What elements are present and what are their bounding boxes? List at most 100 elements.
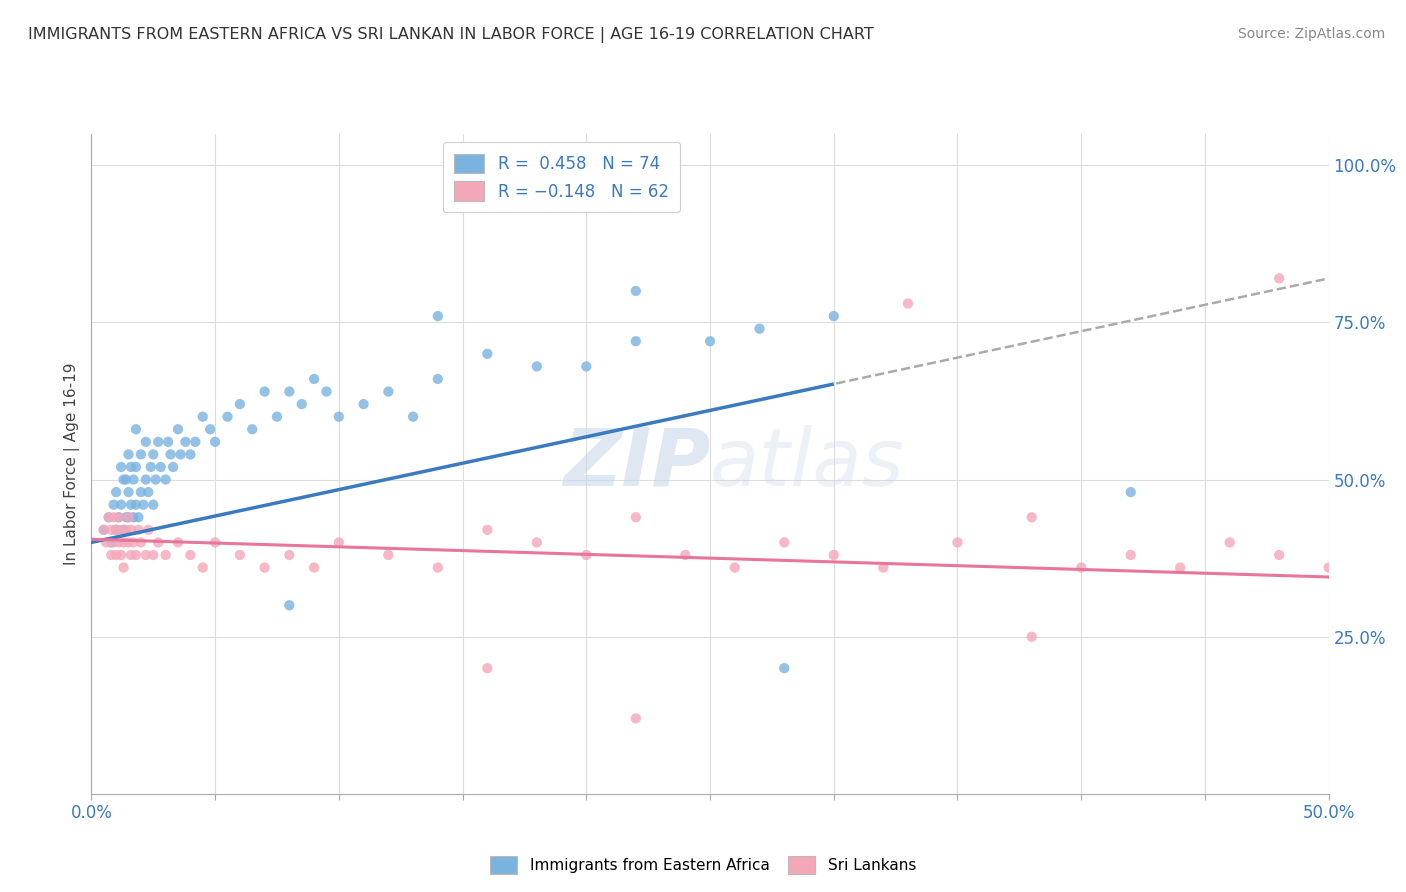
Point — [105, 523, 128, 537]
Point — [155, 473, 177, 487]
Point — [773, 535, 796, 549]
Text: atlas: atlas — [710, 425, 905, 503]
Point — [125, 498, 148, 512]
Point — [125, 460, 148, 475]
Point — [139, 460, 162, 475]
Point — [110, 498, 132, 512]
Point — [148, 535, 170, 549]
Point — [142, 447, 165, 461]
Point — [724, 560, 747, 574]
Point — [897, 296, 920, 310]
Point — [872, 560, 894, 574]
Point — [103, 535, 125, 549]
Point — [477, 523, 499, 537]
Point — [217, 409, 239, 424]
Point — [278, 384, 301, 399]
Point — [115, 510, 138, 524]
Point — [204, 434, 226, 449]
Point — [105, 485, 128, 500]
Point — [328, 409, 350, 424]
Point — [120, 498, 142, 512]
Point — [100, 548, 122, 562]
Point — [426, 372, 449, 386]
Point — [107, 510, 129, 524]
Point — [624, 284, 647, 298]
Point — [125, 548, 148, 562]
Point — [117, 510, 139, 524]
Point — [162, 460, 184, 475]
Point — [122, 510, 145, 524]
Point — [823, 548, 845, 562]
Point — [122, 535, 145, 549]
Point — [278, 548, 301, 562]
Point — [129, 535, 152, 549]
Point — [96, 535, 118, 549]
Point — [136, 485, 159, 500]
Point — [120, 523, 142, 537]
Point — [136, 523, 159, 537]
Point — [229, 548, 252, 562]
Point — [135, 548, 157, 562]
Point — [120, 460, 142, 475]
Point — [1219, 535, 1241, 549]
Point — [946, 535, 969, 549]
Point — [526, 359, 548, 374]
Point — [240, 422, 263, 436]
Point — [673, 548, 696, 562]
Point — [1268, 271, 1291, 285]
Point — [115, 473, 138, 487]
Point — [353, 397, 375, 411]
Point — [1021, 630, 1043, 644]
Point — [624, 334, 647, 349]
Point — [1119, 485, 1142, 500]
Point — [174, 434, 197, 449]
Point — [253, 384, 276, 399]
Point — [103, 510, 125, 524]
Point — [426, 309, 449, 323]
Point — [117, 447, 139, 461]
Point — [105, 548, 128, 562]
Point — [112, 560, 135, 574]
Point — [142, 548, 165, 562]
Point — [699, 334, 721, 349]
Point — [117, 510, 139, 524]
Point — [302, 372, 325, 386]
Point — [624, 711, 647, 725]
Point — [107, 510, 129, 524]
Point — [377, 548, 399, 562]
Point — [100, 535, 122, 549]
Point — [575, 359, 598, 374]
Point — [179, 548, 201, 562]
Point — [229, 397, 252, 411]
Point — [100, 523, 122, 537]
Point — [135, 434, 157, 449]
Point — [120, 548, 142, 562]
Point — [110, 460, 132, 475]
Point — [135, 473, 157, 487]
Point — [191, 560, 214, 574]
Y-axis label: In Labor Force | Age 16-19: In Labor Force | Age 16-19 — [65, 362, 80, 566]
Legend: R =  0.458   N = 74, R = −0.148   N = 62: R = 0.458 N = 74, R = −0.148 N = 62 — [443, 142, 681, 212]
Point — [377, 384, 399, 399]
Point — [748, 321, 770, 335]
Point — [97, 510, 120, 524]
Point — [198, 422, 221, 436]
Point — [266, 409, 288, 424]
Point — [1268, 548, 1291, 562]
Point — [117, 485, 139, 500]
Point — [477, 661, 499, 675]
Point — [110, 523, 132, 537]
Point — [191, 409, 214, 424]
Point — [110, 548, 132, 562]
Point — [1168, 560, 1191, 574]
Point — [107, 535, 129, 549]
Point — [122, 473, 145, 487]
Point — [117, 535, 139, 549]
Point — [157, 434, 180, 449]
Text: ZIP: ZIP — [562, 425, 710, 503]
Point — [184, 434, 207, 449]
Point — [624, 510, 647, 524]
Point — [291, 397, 314, 411]
Point — [167, 422, 190, 436]
Point — [328, 535, 350, 549]
